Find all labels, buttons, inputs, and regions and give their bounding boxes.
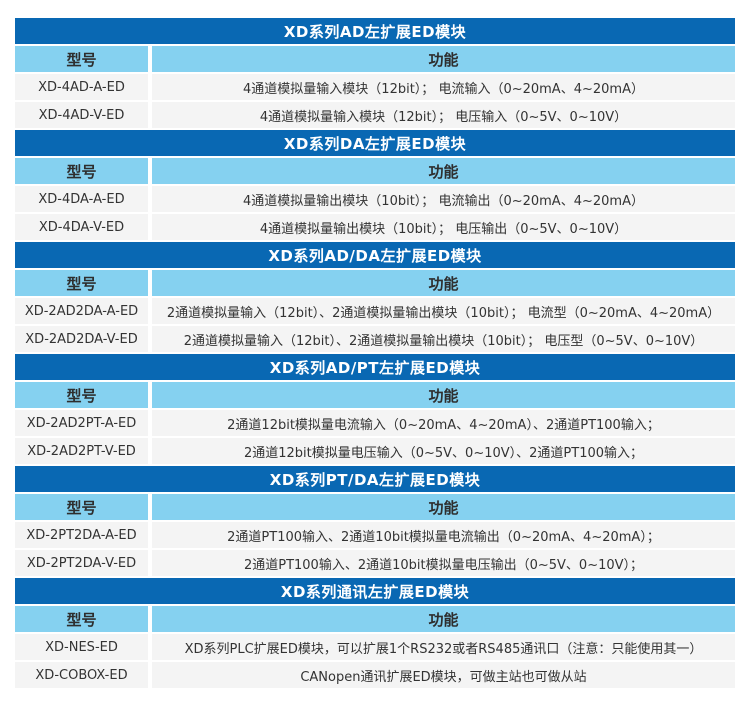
function-cell: 2通道PT100输入、2通道10bit模拟量电压输出（0~5V、0~10V）； xyxy=(152,550,735,576)
function-cell: 2通道模拟量输入（12bit）、2通道模拟量输出模块（10bit）； 电压型（0… xyxy=(152,326,735,352)
column-header-function: 功能 xyxy=(152,382,735,408)
model-cell: XD-2AD2DA-V-ED xyxy=(15,326,148,352)
section-title: XD系列AD左扩展ED模块 xyxy=(15,18,735,44)
function-cell: 4通道模拟量输入模块（12bit）； 电压输入（0~5V、0~10V） xyxy=(152,102,735,128)
column-header-model: 型号 xyxy=(15,46,148,72)
model-cell: XD-4AD-A-ED xyxy=(15,74,148,100)
column-header-model: 型号 xyxy=(15,382,148,408)
table-row: XD-2AD2DA-V-ED 2通道模拟量输入（12bit）、2通道模拟量输出模… xyxy=(15,326,735,352)
function-cell: CANopen通讯扩展ED模块，可做主站也可做从站 xyxy=(152,662,735,688)
function-cell: 2通道模拟量输入（12bit）、2通道模拟量输出模块（10bit）； 电流型（0… xyxy=(152,298,735,324)
module-spec-table: XD系列AD左扩展ED模块 型号 功能 XD-4AD-A-ED 4通道模拟量输入… xyxy=(15,18,735,688)
column-header-row: 型号 功能 xyxy=(15,494,735,520)
column-header-model: 型号 xyxy=(15,606,148,632)
model-cell: XD-2PT2DA-A-ED xyxy=(15,522,148,548)
section-title: XD系列AD/DA左扩展ED模块 xyxy=(15,242,735,268)
model-cell: XD-2AD2PT-A-ED xyxy=(15,410,148,436)
table-row: XD-COBOX-ED CANopen通讯扩展ED模块，可做主站也可做从站 xyxy=(15,662,735,688)
function-cell: 2通道12bit模拟量电流输入（0~20mA、4~20mA）、2通道PT100输… xyxy=(152,410,735,436)
table-section-da: XD系列DA左扩展ED模块 型号 功能 XD-4DA-A-ED 4通道模拟量输出… xyxy=(15,130,735,240)
column-header-function: 功能 xyxy=(152,158,735,184)
column-header-row: 型号 功能 xyxy=(15,382,735,408)
table-row: XD-4DA-A-ED 4通道模拟量输出模块（10bit）； 电流输出（0~20… xyxy=(15,186,735,212)
function-cell: 2通道PT100输入、2通道10bit模拟量电流输出（0~20mA、4~20mA… xyxy=(152,522,735,548)
column-header-function: 功能 xyxy=(152,606,735,632)
function-cell: 4通道模拟量输出模块（10bit）； 电流输出（0~20mA、4~20mA） xyxy=(152,186,735,212)
column-header-row: 型号 功能 xyxy=(15,270,735,296)
model-cell: XD-2AD2DA-A-ED xyxy=(15,298,148,324)
model-cell: XD-2PT2DA-V-ED xyxy=(15,550,148,576)
column-header-function: 功能 xyxy=(152,494,735,520)
model-cell: XD-4DA-A-ED xyxy=(15,186,148,212)
table-row: XD-2AD2PT-A-ED 2通道12bit模拟量电流输入（0~20mA、4~… xyxy=(15,410,735,436)
table-row: XD-4DA-V-ED 4通道模拟量输出模块（10bit）； 电压输出（0~5V… xyxy=(15,214,735,240)
function-cell: 4通道模拟量输入模块（12bit）； 电流输入（0~20mA、4~20mA） xyxy=(152,74,735,100)
model-cell: XD-COBOX-ED xyxy=(15,662,148,688)
table-row: XD-NES-ED XD系列PLC扩展ED模块，可以扩展1个RS232或者RS4… xyxy=(15,634,735,660)
column-header-model: 型号 xyxy=(15,270,148,296)
model-cell: XD-NES-ED xyxy=(15,634,148,660)
column-header-row: 型号 功能 xyxy=(15,46,735,72)
function-cell: 2通道12bit模拟量电压输入（0~5V、0~10V）、2通道PT100输入； xyxy=(152,438,735,464)
model-cell: XD-4AD-V-ED xyxy=(15,102,148,128)
section-title: XD系列PT/DA左扩展ED模块 xyxy=(15,466,735,492)
section-title: XD系列通讯左扩展ED模块 xyxy=(15,578,735,604)
table-section-ad: XD系列AD左扩展ED模块 型号 功能 XD-4AD-A-ED 4通道模拟量输入… xyxy=(15,18,735,128)
model-cell: XD-4DA-V-ED xyxy=(15,214,148,240)
table-section-pt-da: XD系列PT/DA左扩展ED模块 型号 功能 XD-2PT2DA-A-ED 2通… xyxy=(15,466,735,576)
column-header-row: 型号 功能 xyxy=(15,606,735,632)
column-header-row: 型号 功能 xyxy=(15,158,735,184)
column-header-model: 型号 xyxy=(15,494,148,520)
table-section-ad-da: XD系列AD/DA左扩展ED模块 型号 功能 XD-2AD2DA-A-ED 2通… xyxy=(15,242,735,352)
table-row: XD-2AD2DA-A-ED 2通道模拟量输入（12bit）、2通道模拟量输出模… xyxy=(15,298,735,324)
table-section-comm: XD系列通讯左扩展ED模块 型号 功能 XD-NES-ED XD系列PLC扩展E… xyxy=(15,578,735,688)
table-section-ad-pt: XD系列AD/PT左扩展ED模块 型号 功能 XD-2AD2PT-A-ED 2通… xyxy=(15,354,735,464)
column-header-model: 型号 xyxy=(15,158,148,184)
table-row: XD-2PT2DA-V-ED 2通道PT100输入、2通道10bit模拟量电压输… xyxy=(15,550,735,576)
section-title: XD系列DA左扩展ED模块 xyxy=(15,130,735,156)
table-row: XD-4AD-A-ED 4通道模拟量输入模块（12bit）； 电流输入（0~20… xyxy=(15,74,735,100)
function-cell: 4通道模拟量输出模块（10bit）； 电压输出（0~5V、0~10V） xyxy=(152,214,735,240)
table-row: XD-4AD-V-ED 4通道模拟量输入模块（12bit）； 电压输入（0~5V… xyxy=(15,102,735,128)
model-cell: XD-2AD2PT-V-ED xyxy=(15,438,148,464)
column-header-function: 功能 xyxy=(152,270,735,296)
function-cell: XD系列PLC扩展ED模块，可以扩展1个RS232或者RS485通讯口（注意：只… xyxy=(152,634,735,660)
table-row: XD-2AD2PT-V-ED 2通道12bit模拟量电压输入（0~5V、0~10… xyxy=(15,438,735,464)
section-title: XD系列AD/PT左扩展ED模块 xyxy=(15,354,735,380)
column-header-function: 功能 xyxy=(152,46,735,72)
table-row: XD-2PT2DA-A-ED 2通道PT100输入、2通道10bit模拟量电流输… xyxy=(15,522,735,548)
